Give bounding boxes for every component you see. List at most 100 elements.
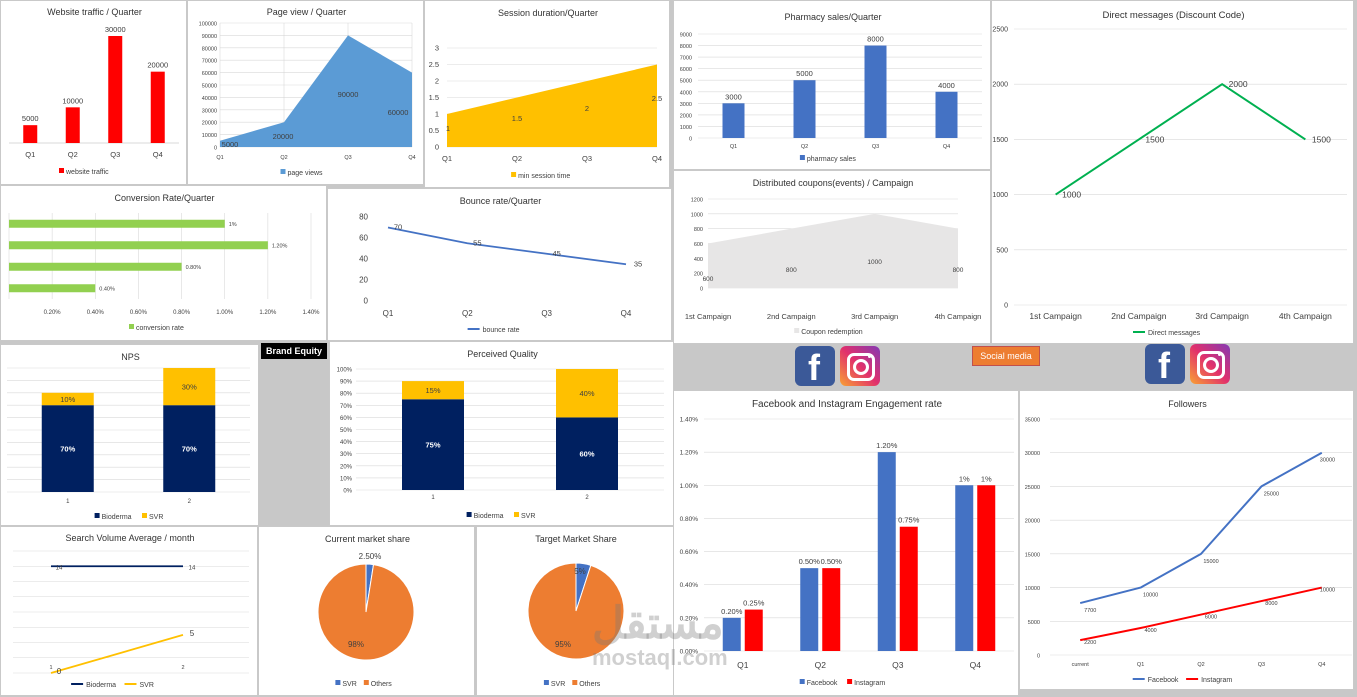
y-tick-label: 400 — [694, 257, 703, 263]
y-tick-label: 0 — [689, 137, 692, 143]
x-tick-label: Q1 — [442, 154, 452, 163]
data-label: 30000 — [1320, 458, 1335, 464]
data-label: 55 — [473, 238, 481, 247]
data-label: 2 — [585, 104, 589, 113]
target-market-share-chart: Target Market Share 5% 95% SVR Others — [527, 534, 625, 688]
legend-swatch — [142, 513, 147, 518]
x-tick-label: 2nd Campaign — [1111, 311, 1167, 321]
bar — [864, 45, 887, 138]
y-tick-label: 10000 — [202, 133, 217, 139]
x-tick-label: Q4 — [408, 155, 415, 161]
data-label: 0.50% — [821, 557, 843, 566]
line-series — [1055, 83, 1306, 196]
facebook-logo-icon: f — [795, 346, 835, 388]
y-tick-label: 3 — [435, 44, 439, 53]
data-label: 10000 — [1143, 593, 1158, 599]
x-tick-label: Q1 — [383, 309, 394, 318]
watermark-arabic: مستقل — [592, 599, 724, 648]
y-tick-label: 30% — [340, 452, 353, 458]
bar-segment — [41, 405, 94, 492]
panel-direct-messages: Direct messages (Discount Code) 0 500 1000 1… — [991, 0, 1354, 344]
legend-label: Instagram — [1201, 677, 1232, 684]
bar — [935, 91, 958, 138]
y-tick-label: 600 — [694, 242, 703, 248]
data-label: 14 — [189, 565, 196, 571]
y-tick-label: 1.00% — [680, 483, 699, 490]
x-tick-label: 0.80% — [173, 310, 191, 316]
data-label: 20000 — [147, 61, 168, 70]
x-tick-label: 2 — [585, 495, 589, 501]
data-label: 98% — [348, 640, 364, 649]
y-tick-label: 80000 — [202, 46, 217, 52]
x-tick-label: Q1 — [737, 660, 749, 670]
chart-title: Facebook and Instagram Engagement rate — [752, 399, 943, 410]
y-tick-label: 0.60% — [680, 549, 699, 556]
data-label: 75% — [425, 441, 440, 450]
bar-segment — [163, 405, 216, 492]
x-tick-label: Q4 — [652, 154, 662, 163]
data-label: 0.80% — [186, 265, 202, 271]
legend-label: min session time — [518, 173, 570, 180]
x-tick-label: 3rd Campaign — [851, 312, 898, 321]
data-label: 25000 — [1264, 491, 1279, 497]
y-tick-label: 80 — [359, 213, 368, 222]
y-tick-label: 1.20% — [680, 450, 699, 457]
panel-conversion-rate: Conversion Rate/Quarter 0.20% 0.40% 0.60% 0.… — [0, 185, 327, 341]
legend-swatch — [799, 155, 805, 160]
chart-title: Followers — [1168, 399, 1207, 409]
x-tick-label: Q1 — [25, 150, 35, 159]
data-label: 30% — [182, 383, 197, 392]
legend-label: pharmacy sales — [807, 156, 857, 163]
data-label: 14 — [56, 565, 63, 571]
x-tick-label: Q1 — [730, 144, 737, 150]
data-label: 7700 — [1084, 608, 1096, 614]
bar — [722, 617, 741, 651]
data-label: 5% — [574, 567, 586, 576]
y-tick-label: 1 — [435, 110, 439, 119]
direct-messages-chart: Direct messages (Discount Code) 0 500 1000 1… — [992, 10, 1347, 337]
legend-swatch — [572, 680, 578, 685]
data-label: 15% — [425, 386, 440, 395]
legend-label: Bioderma — [102, 514, 132, 521]
y-tick-label: 1000 — [680, 125, 692, 131]
panel-session-duration: Session duration/Quarter 0 0.5 1 1.5 2 2.5 3 1 1.… — [424, 0, 670, 188]
bar — [744, 609, 763, 651]
y-tick-label: 15000 — [1025, 552, 1040, 558]
x-tick-label: 1.00% — [216, 310, 234, 316]
chart-title: Distributed coupons(events) / Campaign — [753, 178, 914, 188]
y-tick-label: 10000 — [1025, 586, 1040, 592]
chart-title: Bounce rate/Quarter — [460, 196, 542, 206]
x-tick-label: Q3 — [344, 155, 351, 161]
bar-segment — [556, 417, 618, 490]
y-tick-label: 60% — [340, 416, 353, 422]
chart-title: Website traffic / Quarter — [47, 7, 142, 17]
data-label: 1.20% — [272, 243, 288, 249]
data-label: 35 — [634, 259, 642, 268]
data-label: 1500 — [1312, 134, 1331, 144]
data-label: 1% — [981, 474, 992, 483]
y-tick-label: 0 — [700, 287, 703, 293]
chart-title: Page view / Quarter — [267, 7, 347, 17]
data-label: 1% — [229, 222, 237, 228]
panel-followers: Followers 0 5000 10000 15000 20000 25000 30000 3… — [1019, 390, 1354, 690]
data-label: 40% — [579, 389, 594, 398]
y-tick-label: 0 — [1037, 654, 1040, 660]
x-tick-label: Q1 — [1137, 662, 1144, 668]
y-tick-label: 30000 — [1025, 451, 1040, 457]
y-tick-label: 70% — [340, 404, 353, 410]
y-tick-label: 200 — [694, 272, 703, 278]
y-tick-label: 9000 — [680, 33, 692, 39]
x-tick-label: Q3 — [872, 144, 879, 150]
followers-chart: Followers 0 5000 10000 15000 20000 25000 30000 3… — [1025, 399, 1352, 684]
legend-label: SVR — [551, 681, 565, 688]
legend-swatch — [514, 512, 519, 517]
data-label: 60% — [579, 450, 594, 459]
instagram-logo-icon — [840, 346, 880, 386]
y-tick-label: 8000 — [680, 44, 692, 50]
legend-swatch — [59, 168, 64, 173]
y-tick-label: 0.40% — [680, 582, 699, 589]
y-tick-label: 0 — [1004, 303, 1008, 310]
y-tick-label: 5000 — [1028, 620, 1040, 626]
panel-search-volume: Search Volume Average / month 14 14 0 5 1 2 Bio… — [0, 526, 258, 696]
y-tick-label: 40 — [359, 255, 368, 264]
